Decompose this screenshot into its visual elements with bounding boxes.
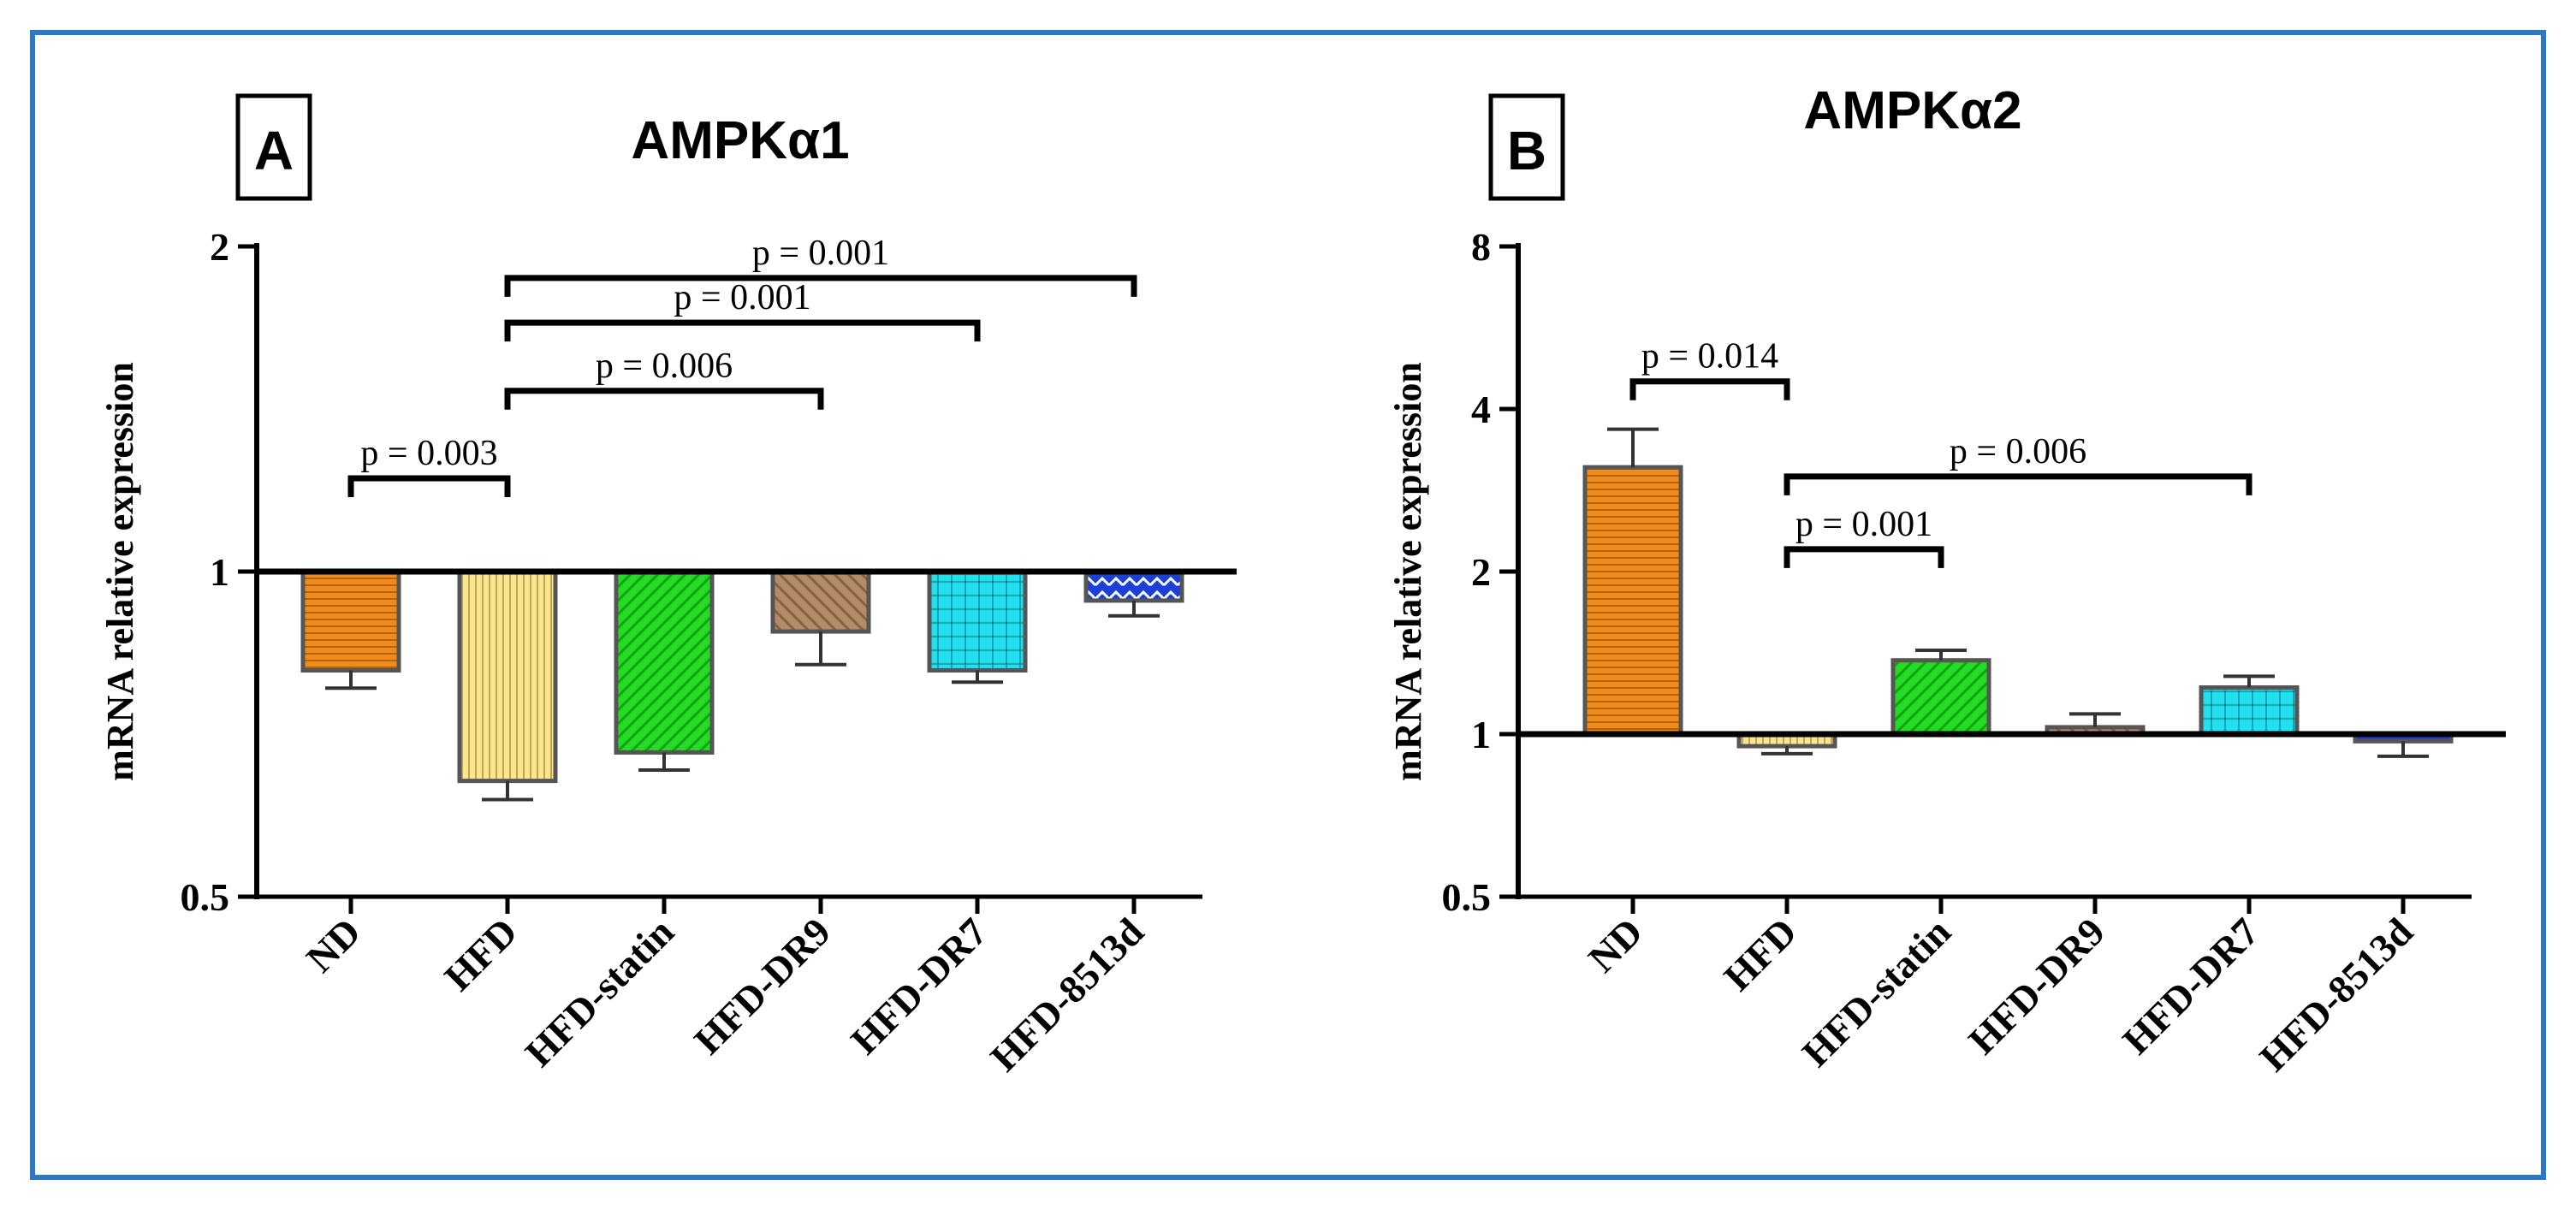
panel-a-y-ticks: 0.5 1 2 [181, 225, 257, 919]
bar-hfd-statin [614, 569, 715, 755]
panel-b-bars [1582, 465, 2454, 749]
error-bar-hfd [482, 780, 533, 802]
y-tick-label: 0.5 [181, 875, 230, 919]
error-bar-nd [325, 670, 377, 690]
panel-a-error-bars [325, 600, 1160, 802]
figure-border [30, 30, 2546, 1180]
panel-a-axes [254, 243, 1237, 914]
bar-hfd-statin [1890, 658, 1991, 737]
y-tick-label: 4 [1471, 388, 1491, 431]
panel-b-comparisons: p = 0.014 p = 0.001 p = 0.006 [1629, 337, 2253, 568]
error-bar-hfd-dr7 [2223, 674, 2275, 688]
panel-a-title: AMPKα1 [631, 111, 849, 170]
error-bar-hfd-dr7 [952, 670, 1003, 685]
significance-bracket: p = 0.003 [347, 434, 511, 497]
panel-b-axes [1516, 243, 2506, 914]
p-value-label: p = 0.001 [1795, 505, 1932, 544]
p-value-label: p = 0.006 [1950, 432, 2086, 471]
significance-bracket: p = 0.001 [504, 278, 981, 342]
panel-b-y-ticks: 0.5 1 2 4 8 [1442, 225, 1518, 919]
panel-a-bars [300, 569, 1184, 784]
y-tick-label: 1 [210, 550, 229, 594]
significance-bracket: p = 0.006 [504, 347, 824, 410]
p-value-label: p = 0.003 [360, 434, 497, 473]
significance-bracket: p = 0.014 [1629, 337, 1790, 400]
panel-a-comparisons: p = 0.003 p = 0.006 p = 0.001 p = 0.001 [347, 234, 1137, 497]
error-bar-hfd-statin [1915, 648, 1967, 661]
error-bar-nd [1607, 427, 1659, 468]
panel-b-title: AMPKα2 [1803, 81, 2021, 140]
y-tick-label: 0.5 [1442, 875, 1492, 919]
significance-bracket: p = 0.001 [504, 234, 1137, 297]
bar-nd [1582, 465, 1683, 737]
panel-b-y-axis-label: mRNA relative expression [1387, 362, 1429, 781]
error-bar-hfd-dr9 [795, 631, 846, 667]
bar-hfd-dr7 [2199, 685, 2300, 737]
panel-b-letter: B [1507, 120, 1546, 181]
p-value-label: p = 0.001 [674, 278, 810, 317]
error-bar-hfd [1761, 746, 1813, 756]
p-value-label: p = 0.006 [596, 347, 733, 386]
bar-hfd-dr9 [770, 569, 871, 634]
panel-a-letter-box [235, 93, 312, 201]
y-tick-label: 2 [1471, 550, 1491, 594]
error-bar-hfd-dr9 [2069, 712, 2121, 727]
y-tick-label: 8 [1471, 225, 1491, 269]
panel-a-letter: A [254, 120, 294, 181]
significance-bracket: p = 0.001 [1784, 505, 1944, 568]
panel-b-error-bars [1607, 427, 2429, 758]
y-tick-label: 2 [210, 225, 229, 269]
error-bar-hfd-statin [638, 752, 690, 772]
p-value-label: p = 0.014 [1641, 337, 1778, 376]
p-value-label: p = 0.001 [752, 234, 889, 273]
y-tick-label: 1 [1471, 713, 1491, 756]
panel-a-y-axis-label: mRNA relative expression [99, 362, 141, 781]
bar-hfd-8513d [1083, 569, 1184, 603]
error-bar-hfd-8513d [1108, 600, 1160, 618]
significance-bracket: p = 0.006 [1784, 432, 2253, 495]
bar-hfd [457, 569, 558, 784]
bar-hfd-dr7 [927, 569, 1028, 673]
bar-nd [300, 569, 401, 673]
panel-b-letter-box [1488, 93, 1565, 201]
error-bar-hfd-8513d [2377, 741, 2429, 758]
